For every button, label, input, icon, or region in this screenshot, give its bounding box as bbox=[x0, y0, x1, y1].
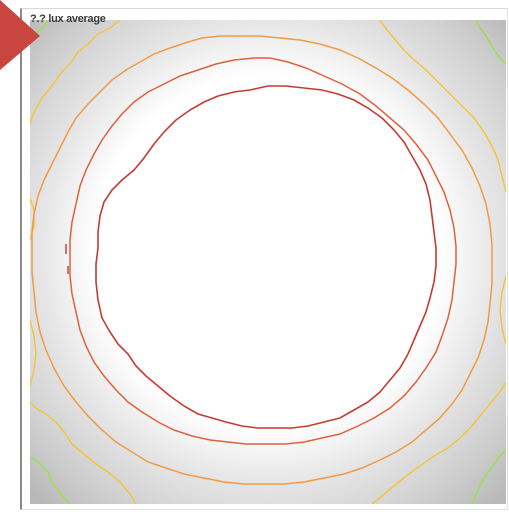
contour-inner bbox=[95, 85, 437, 429]
average-lux-label: ?.? lux average bbox=[30, 13, 106, 25]
contour-corner-top-right bbox=[475, 20, 506, 65]
illuminance-heatmap bbox=[30, 20, 506, 504]
contour-fragment bbox=[65, 244, 69, 274]
contour-corner-bottom-left bbox=[30, 457, 71, 504]
contour-second bbox=[69, 57, 457, 445]
corner-triangle-icon bbox=[0, 0, 40, 70]
contour-corner-bottom-right bbox=[471, 449, 506, 504]
heatmap-background bbox=[30, 20, 506, 504]
contour-third bbox=[31, 35, 493, 485]
